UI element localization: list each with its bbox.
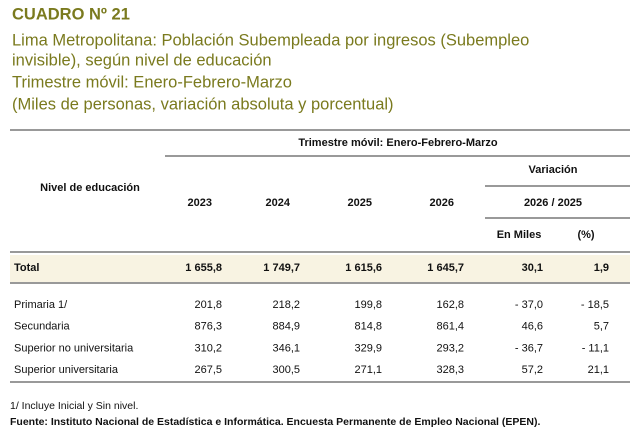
cell: 1 655,8 — [185, 262, 222, 274]
cell: 271,1 — [354, 364, 382, 376]
cell: - 37,0 — [515, 299, 543, 311]
cell: 329,9 — [354, 342, 382, 354]
unit: En Miles — [497, 229, 542, 241]
cell: 1 645,7 — [427, 262, 464, 274]
cell: 1,9 — [594, 262, 609, 274]
row-label: Superior no universitaria — [14, 342, 134, 354]
period: Trimestre móvil: Enero-Febrero-Marzo — [298, 137, 498, 149]
footnote: Fuente: Instituto Nacional de Estadístic… — [10, 416, 540, 428]
cell: 1 749,7 — [263, 262, 300, 274]
year: 2026 — [430, 197, 454, 209]
cell: 162,8 — [436, 299, 464, 311]
cell: 814,8 — [354, 321, 382, 333]
cell: 861,4 — [436, 321, 464, 333]
cell: 57,2 — [522, 364, 543, 376]
cell: 328,3 — [436, 364, 464, 376]
row-label: Superior universitaria — [14, 364, 119, 376]
subtitle: (Miles de personas, variación absoluta y… — [12, 95, 394, 113]
cell: 293,2 — [436, 342, 464, 354]
cell: 5,7 — [594, 321, 609, 333]
title: CUADRO Nº 21 — [12, 5, 130, 23]
cell: 218,2 — [272, 299, 300, 311]
total-band — [10, 255, 630, 282]
variation: Variación — [529, 164, 578, 176]
subtitle: Trimestre móvil: Enero-Febrero-Marzo — [12, 73, 292, 91]
year: 2024 — [266, 197, 291, 209]
cell: 267,5 — [194, 364, 222, 376]
year: 2025 — [348, 197, 372, 209]
cell: 876,3 — [194, 321, 222, 333]
cell: 30,1 — [522, 262, 543, 274]
cell: - 11,1 — [582, 342, 609, 354]
subtitle: invisible), según nivel de educación — [12, 51, 272, 69]
cell: 1 615,6 — [345, 262, 382, 274]
footnote: 1/ Incluye Inicial y Sin nivel. — [10, 400, 138, 412]
cell: 310,2 — [194, 342, 222, 354]
cell: 21,1 — [588, 364, 609, 376]
variation-period: 2026 / 2025 — [524, 197, 582, 209]
row-label: Secundaria — [14, 321, 71, 333]
row-label: Total — [14, 262, 39, 274]
cell: 201,8 — [194, 299, 222, 311]
cell: 300,5 — [272, 364, 300, 376]
cell: 46,6 — [522, 321, 543, 333]
subtitle: Lima Metropolitana: Población Subemplead… — [12, 31, 529, 49]
cell: 884,9 — [272, 321, 300, 333]
cell: - 18,5 — [581, 299, 609, 311]
unit: (%) — [577, 229, 594, 241]
row-label: Primaria 1/ — [14, 299, 68, 311]
cell: 199,8 — [354, 299, 382, 311]
cell: - 36,7 — [515, 342, 543, 354]
row-header: Nivel de educación — [40, 182, 140, 194]
cell: 346,1 — [272, 342, 300, 354]
year: 2023 — [188, 197, 212, 209]
